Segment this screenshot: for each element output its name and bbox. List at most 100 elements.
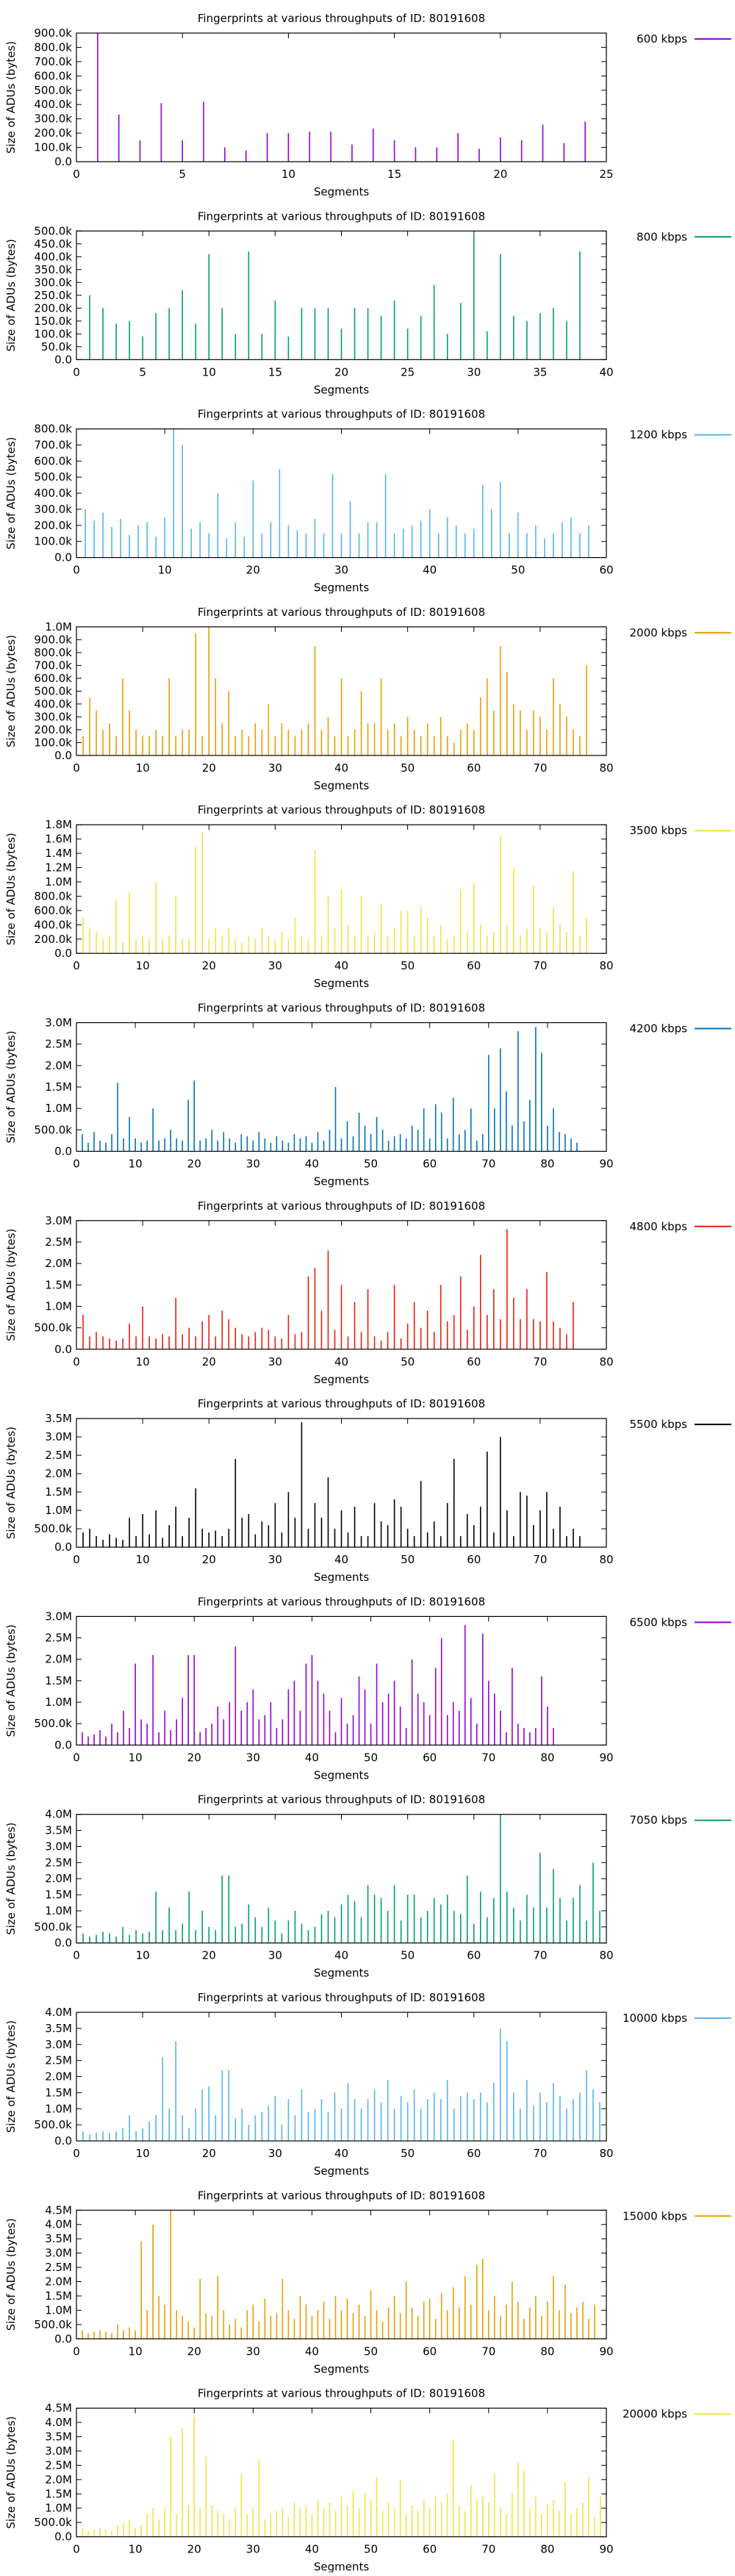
y-tick-label: 2.5M	[45, 1449, 72, 1462]
y-tick-label: 700.0k	[34, 438, 72, 451]
y-tick-label: 500.0k	[34, 1717, 72, 1730]
x-tick-label: 40	[334, 1949, 348, 1962]
y-tick-label: 200.0k	[34, 126, 72, 140]
y-tick-label: 700.0k	[34, 55, 72, 68]
x-tick-label: 60	[599, 564, 613, 577]
y-tick-label: 0.0	[54, 2332, 72, 2345]
chart-panel-11: Fingerprints at various throughputs of I…	[4, 1991, 731, 2178]
x-tick-label: 10	[129, 2344, 143, 2358]
y-tick-label: 500.0k	[34, 224, 72, 237]
y-tick-label: 0.0	[54, 353, 72, 366]
y-tick-label: 1.5M	[45, 1278, 72, 1291]
chart-panel-1: Fingerprints at various throughputs of I…	[4, 12, 731, 198]
chart-title: Fingerprints at various throughputs of I…	[198, 209, 485, 223]
x-tick-label: 15	[387, 168, 401, 181]
x-axis-label: Segments	[314, 1768, 370, 1782]
x-tick-label: 50	[401, 1553, 415, 1566]
x-tick-label: 50	[401, 761, 415, 775]
x-tick-label: 70	[481, 2344, 495, 2358]
y-tick-label: 2.5M	[45, 1038, 72, 1051]
y-tick-label: 1.5M	[45, 1080, 72, 1094]
x-tick-label: 10	[129, 1751, 143, 1764]
y-tick-label: 2.5M	[45, 2054, 72, 2067]
x-tick-label: 20	[202, 1949, 216, 1962]
x-tick-label: 0	[73, 2344, 80, 2358]
x-tick-label: 40	[334, 2147, 348, 2160]
x-tick-label: 70	[533, 2147, 547, 2160]
plot-frame	[76, 32, 607, 162]
x-tick-label: 10	[129, 1158, 143, 1171]
x-tick-label: 80	[599, 1949, 613, 1962]
y-axis-label: Size of ADUs (bytes)	[4, 635, 18, 747]
y-tick-label: 4.0M	[45, 2218, 72, 2231]
x-tick-label: 20	[187, 1158, 201, 1171]
x-tick-label: 60	[423, 1751, 437, 1764]
y-tick-label: 2.0M	[45, 1059, 72, 1072]
x-tick-label: 10	[136, 959, 150, 972]
x-tick-label: 20	[187, 2543, 201, 2556]
x-tick-label: 0	[73, 1158, 80, 1171]
x-tick-label: 40	[334, 1355, 348, 1368]
x-axis-label: Segments	[314, 977, 370, 990]
y-tick-label: 300.0k	[34, 112, 72, 126]
legend-label: 7050 kbps	[630, 1814, 688, 1827]
y-tick-label: 0.0	[54, 551, 72, 564]
y-tick-label: 200.0k	[34, 301, 72, 315]
x-tick-label: 10	[129, 2543, 143, 2556]
x-tick-label: 30	[268, 1949, 282, 1962]
y-tick-label: 900.0k	[34, 633, 72, 646]
plot-frame	[76, 428, 607, 559]
legend-label: 600 kbps	[637, 32, 687, 46]
x-tick-label: 50	[401, 959, 415, 972]
x-tick-label: 30	[246, 1751, 260, 1764]
legend-label: 800 kbps	[637, 230, 687, 243]
y-axis-label: Size of ADUs (bytes)	[4, 437, 18, 550]
y-tick-label: 1.5M	[45, 1674, 72, 1687]
y-tick-label: 0.0	[54, 155, 72, 168]
y-tick-label: 3.0M	[45, 2444, 72, 2458]
x-tick-label: 0	[73, 1751, 80, 1764]
chart-title: Fingerprints at various throughputs of I…	[198, 1595, 485, 1608]
y-tick-label: 1.2M	[45, 861, 72, 875]
x-axis-label: Segments	[314, 1571, 370, 1584]
y-tick-label: 150.0k	[34, 315, 72, 328]
x-axis-label: Segments	[314, 2561, 370, 2572]
x-tick-label: 0	[73, 2543, 80, 2556]
x-axis-label: Segments	[314, 581, 370, 595]
y-tick-label: 400.0k	[34, 98, 72, 111]
x-tick-label: 90	[599, 2543, 613, 2556]
y-axis-label: Size of ADUs (bytes)	[4, 41, 18, 154]
x-tick-label: 80	[540, 2543, 554, 2556]
y-tick-label: 1.0M	[45, 1299, 72, 1313]
x-tick-label: 80	[599, 2147, 613, 2160]
y-tick-label: 900.0k	[34, 26, 72, 40]
plot-frame	[76, 626, 607, 756]
x-tick-label: 10	[202, 365, 216, 378]
chart-title: Fingerprints at various throughputs of I…	[198, 803, 485, 817]
x-tick-label: 70	[533, 1949, 547, 1962]
x-tick-label: 10	[136, 2147, 150, 2160]
y-tick-label: 2.0M	[45, 1872, 72, 1885]
chart-title: Fingerprints at various throughputs of I…	[198, 2189, 485, 2202]
plot-frame	[76, 1418, 607, 1548]
y-tick-label: 1.6M	[45, 833, 72, 846]
plot-frame	[76, 1615, 607, 1746]
x-tick-label: 30	[334, 564, 348, 577]
x-tick-label: 80	[599, 959, 613, 972]
x-tick-label: 10	[136, 761, 150, 775]
y-tick-label: 1.0M	[45, 1102, 72, 1115]
x-tick-label: 60	[423, 2543, 437, 2556]
x-tick-label: 40	[305, 2344, 319, 2358]
y-tick-label: 500.0k	[34, 470, 72, 484]
y-tick-label: 1.0M	[45, 1504, 72, 1517]
chart-title: Fingerprints at various throughputs of I…	[198, 1002, 485, 1015]
x-tick-label: 30	[246, 2543, 260, 2556]
x-axis-label: Segments	[314, 185, 370, 198]
x-tick-label: 0	[73, 761, 80, 775]
x-tick-label: 60	[423, 2344, 437, 2358]
chart-title: Fingerprints at various throughputs of I…	[198, 606, 485, 619]
x-tick-label: 40	[423, 564, 437, 577]
plot-frame	[76, 230, 607, 360]
y-tick-label: 300.0k	[34, 710, 72, 723]
y-tick-label: 2.0M	[45, 1257, 72, 1270]
